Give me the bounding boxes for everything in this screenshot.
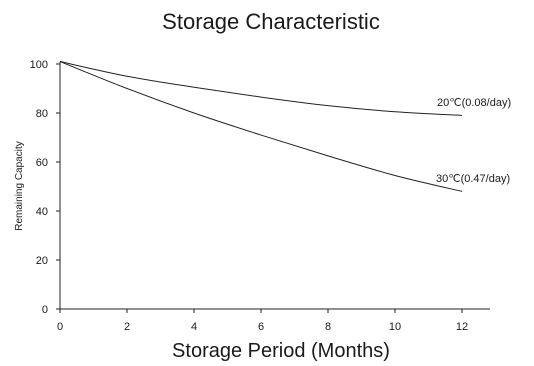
x-tick-label: 6 [258,321,264,333]
series-lines [59,61,463,192]
x-tick-label: 2 [124,321,130,333]
y-tick-label: 100 [30,59,48,71]
x-tick-label: 8 [325,321,331,333]
y-tick-label: 60 [36,157,48,169]
y-axis-ticks: 0 20 40 60 80 100 [30,59,60,316]
series-line-30c [59,61,463,192]
y-axis-label: Remaining Capacity [14,141,25,231]
y-tick-label: 40 [36,206,48,218]
x-tick-label: 4 [191,321,197,333]
x-axis-label: Storage Period (Months) [172,340,390,362]
series-label-30c: 30℃(0.47/day) [436,173,510,185]
x-tick-label: 12 [456,321,468,333]
series-line-20c [59,61,463,116]
y-tick-label: 0 [42,304,48,316]
x-tick-label: 10 [389,321,401,333]
y-tick-label: 80 [36,108,48,120]
y-tick-label: 20 [36,255,48,267]
x-tick-label: 0 [57,321,63,333]
series-label-20c: 20℃(0.08/day) [437,97,511,109]
chart-title: Storage Characteristic [162,9,380,34]
x-axis-ticks: 0 2 4 6 8 10 12 [57,309,468,333]
